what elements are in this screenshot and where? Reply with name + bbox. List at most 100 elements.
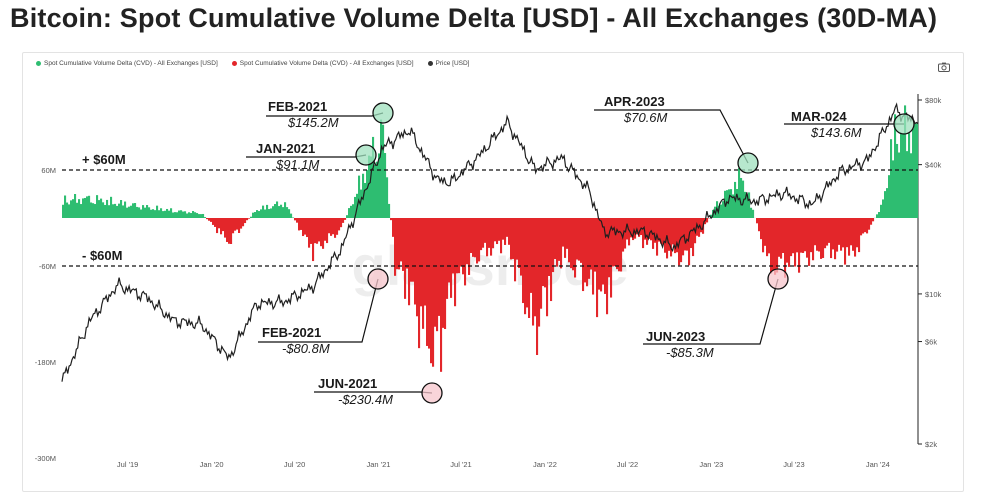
annotation-value-feb-2021-neg: -$80.8M [282, 341, 330, 356]
cvd-bar-negative [506, 218, 509, 237]
left-axis-tick-label: -180M [35, 358, 56, 367]
cvd-bar-negative [772, 218, 775, 271]
cvd-bar-negative [408, 218, 411, 306]
cvd-bar-negative [210, 218, 213, 222]
cvd-bar-negative [812, 218, 815, 261]
cvd-bar-negative [644, 218, 647, 240]
cvd-bar-negative [764, 218, 767, 246]
cvd-bar-positive [908, 133, 911, 218]
cvd-bar-negative [530, 218, 533, 293]
cvd-bar-negative [756, 218, 759, 224]
cvd-bar-negative [212, 218, 215, 225]
cvd-bar-positive [64, 195, 67, 218]
cvd-bar-negative [692, 218, 695, 257]
cvd-bar-negative [312, 218, 315, 262]
cvd-bar-positive [188, 212, 191, 218]
cvd-bar-positive [906, 151, 909, 218]
cvd-bar-positive [118, 203, 121, 218]
cvd-bar-negative [696, 218, 699, 236]
cvd-bar-positive [136, 206, 139, 218]
left-axis-tick-label: -300M [35, 454, 56, 463]
cvd-bar-negative [632, 218, 635, 241]
cvd-bar-negative [296, 218, 299, 223]
cvd-bar-negative [602, 218, 605, 285]
cvd-bar-negative [318, 218, 321, 242]
cvd-bar-positive [718, 205, 721, 218]
cvd-bar-positive [80, 204, 83, 218]
cvd-bar-positive [894, 114, 897, 218]
cvd-bar-negative [336, 218, 339, 235]
cvd-bar-negative [442, 218, 445, 328]
cvd-bar-positive [116, 205, 119, 218]
cvd-bar-negative [328, 218, 331, 234]
legend-dot-positive [36, 61, 41, 66]
cvd-bar-negative [516, 218, 519, 260]
cvd-bar-negative [590, 218, 593, 270]
cvd-bar-positive [744, 191, 747, 218]
cvd-bar-negative [330, 218, 333, 236]
cvd-bar-positive [274, 204, 277, 218]
cvd-bar-negative [426, 218, 429, 346]
cvd-bar-positive [388, 203, 391, 218]
cvd-bar-positive [878, 212, 881, 218]
cvd-bar-negative [226, 218, 229, 242]
cvd-bar-negative [758, 218, 761, 232]
cvd-bar-negative [776, 218, 779, 273]
cvd-bar-negative [536, 218, 539, 356]
cvd-bar-positive [742, 180, 745, 218]
cvd-bar-negative [782, 218, 785, 254]
legend-item-price[interactable]: Price [USD] [427, 60, 469, 67]
cvd-bar-negative [400, 218, 403, 262]
cvd-bar-negative [604, 218, 607, 294]
cvd-bar-positive [186, 213, 189, 218]
cvd-bar-negative [820, 218, 823, 259]
threshold-label-positive: + $60M [82, 152, 126, 167]
cvd-bar-positive [254, 212, 257, 218]
camera-icon[interactable] [938, 62, 950, 72]
cvd-bar-negative [844, 218, 847, 265]
cvd-bar-positive [104, 204, 107, 218]
cvd-bar-positive [898, 152, 901, 218]
cvd-bar-negative [476, 218, 479, 264]
cvd-bar-negative [310, 218, 313, 244]
legend-item-negative[interactable]: Spot Cumulative Volume Delta (CVD) - All… [231, 60, 414, 67]
legend-dot-price [427, 61, 433, 66]
cvd-bar-positive [384, 153, 387, 218]
cvd-bar-positive [184, 211, 187, 218]
cvd-bar-positive [290, 213, 293, 218]
cvd-bar-positive [250, 216, 253, 218]
cvd-bar-positive [182, 211, 185, 218]
cvd-bar-negative [614, 218, 617, 267]
cvd-bar-positive [114, 203, 117, 218]
cvd-bar-negative [342, 218, 345, 223]
cvd-bar-negative [822, 218, 825, 258]
cvd-bar-negative [432, 218, 435, 367]
cvd-bar-positive [200, 214, 203, 218]
cvd-bar-negative [334, 218, 337, 238]
cvd-bar-negative [670, 218, 673, 257]
cvd-bar-negative [528, 218, 531, 318]
cvd-bar-positive [264, 209, 267, 218]
cvd-bar-positive [194, 212, 197, 218]
cvd-bar-negative [542, 218, 545, 287]
cvd-bar-positive [720, 204, 723, 218]
cvd-bar-negative [790, 218, 793, 257]
cvd-bar-negative [686, 218, 689, 251]
cvd-bar-negative [470, 218, 473, 254]
cvd-bar-positive [710, 214, 713, 218]
cvd-bar-positive [68, 204, 71, 218]
legend-item-positive[interactable]: Spot Cumulative Volume Delta (CVD) - All… [36, 60, 218, 67]
cvd-bar-negative [308, 218, 311, 248]
cvd-bar-positive [70, 200, 73, 218]
cvd-bar-positive [160, 208, 163, 218]
cvd-bar-negative [410, 218, 413, 282]
cvd-bar-positive [272, 206, 275, 218]
cvd-bar-negative [648, 218, 651, 239]
cvd-bar-negative [398, 218, 401, 270]
cvd-bar-positive [110, 196, 113, 218]
cvd-bar-negative [412, 218, 415, 282]
cvd-bar-positive [204, 217, 207, 218]
cvd-bar-negative [232, 218, 235, 234]
cvd-bar-positive [292, 217, 295, 218]
cvd-bar-positive [66, 202, 69, 218]
